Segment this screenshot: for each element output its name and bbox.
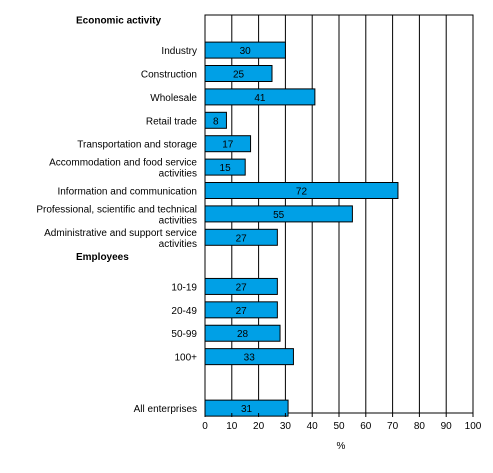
x-tick-label: 80 <box>414 421 426 432</box>
x-tick-label: 50 <box>333 421 345 432</box>
category-label: activities <box>159 215 197 226</box>
bars: 30 25 41 8 17 15 72 55 27 27 27 28 33 31 <box>204 41 399 417</box>
x-tick-label: 70 <box>387 421 399 432</box>
x-axis-title: % <box>337 441 346 452</box>
data-label: 8 <box>213 116 219 127</box>
data-label: 30 <box>240 46 252 57</box>
data-label: 72 <box>296 187 308 198</box>
x-tick-label: 10 <box>226 421 238 432</box>
category-label: All enterprises <box>134 404 197 415</box>
bar <box>204 205 353 223</box>
group-label: Economic activity <box>76 16 161 27</box>
category-label: Wholesale <box>150 93 197 104</box>
category-label: Retail trade <box>146 116 198 127</box>
data-label: 27 <box>236 306 248 317</box>
category-label: Industry <box>161 46 197 57</box>
group-label: Employees <box>76 252 129 263</box>
x-tick-label: 30 <box>280 421 292 432</box>
bar <box>204 399 289 417</box>
category-label: activities <box>159 239 197 250</box>
x-tick-label: 100 <box>465 421 482 432</box>
data-label: 27 <box>236 282 248 293</box>
bar <box>204 301 278 319</box>
bar <box>204 41 286 59</box>
bar <box>204 88 316 106</box>
category-label: 20-49 <box>171 306 197 317</box>
data-label: 15 <box>220 163 232 174</box>
category-label: Information and communication <box>57 187 197 198</box>
bar <box>204 111 227 129</box>
category-label: Administrative and support service <box>44 228 197 239</box>
category-labels: Economic activity Industry Construction Who… <box>36 16 197 415</box>
bar <box>204 277 278 295</box>
data-label: 31 <box>241 404 253 415</box>
x-tick-label: 60 <box>360 421 372 432</box>
x-tick-label: 0 <box>202 421 208 432</box>
data-label: 28 <box>237 329 249 340</box>
bar <box>204 324 281 342</box>
category-label: Accommodation and food service <box>49 158 197 169</box>
bar <box>204 135 252 153</box>
data-label: 41 <box>254 93 266 104</box>
category-label: activities <box>159 169 197 180</box>
data-label: 17 <box>222 140 234 151</box>
bar <box>204 348 294 366</box>
category-label: 100+ <box>174 353 197 364</box>
bar <box>204 182 399 199</box>
category-label: Professional, scientific and technical <box>36 204 197 215</box>
x-tick-label: 40 <box>307 421 319 432</box>
data-label: 25 <box>233 70 245 81</box>
x-axis: 0 10 20 30 40 50 60 70 80 90 100 <box>202 413 482 432</box>
category-label: Transportation and storage <box>77 140 197 151</box>
bar <box>204 65 273 82</box>
bar <box>204 228 278 246</box>
category-label: Construction <box>141 70 197 81</box>
category-label: 50-99 <box>171 329 197 340</box>
data-label: 33 <box>244 353 256 364</box>
data-label: 55 <box>273 210 285 221</box>
x-tick-label: 20 <box>253 421 265 432</box>
data-label: 27 <box>236 233 248 244</box>
bar <box>204 158 246 176</box>
x-tick-label: 90 <box>441 421 453 432</box>
category-label: 10-19 <box>171 282 197 293</box>
